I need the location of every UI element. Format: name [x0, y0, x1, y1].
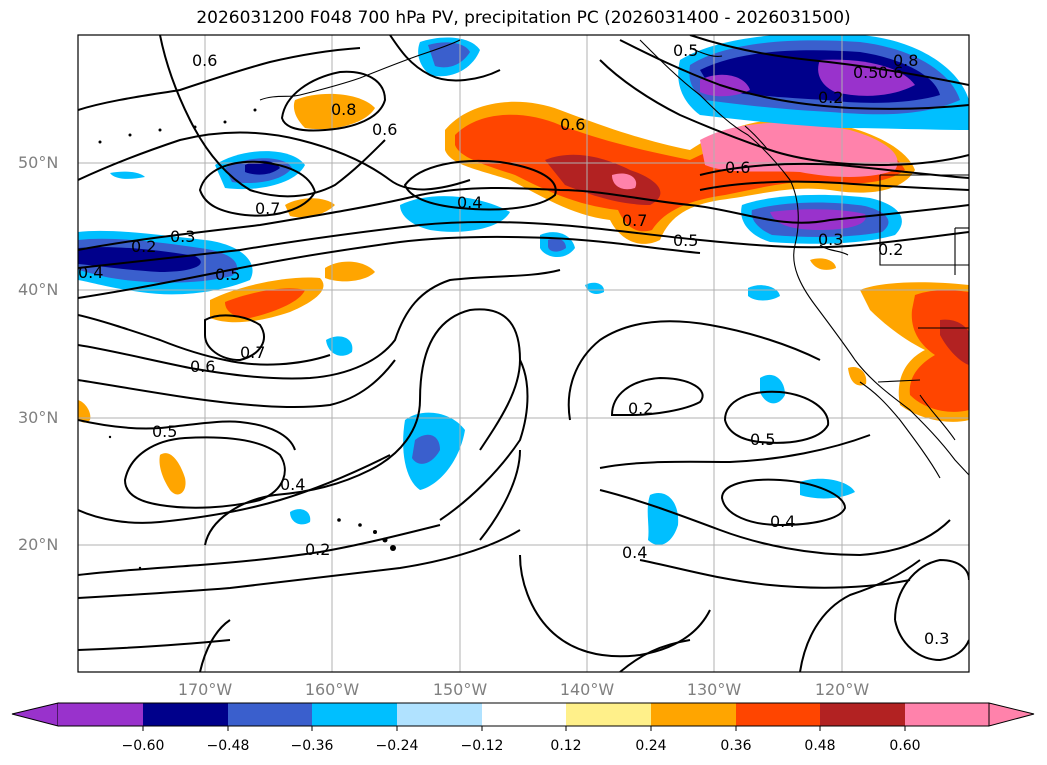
contour-label: 0.6 — [878, 63, 903, 82]
contour-label: 0.5 — [673, 41, 698, 60]
colorbar-tick-label: 0.12 — [550, 738, 582, 754]
contour-label: 0.7 — [240, 343, 265, 362]
precip-core-darkred — [545, 154, 661, 205]
contour-label: 0.3 — [818, 230, 843, 249]
contour-label: 0.2 — [818, 88, 843, 107]
contour-label: 0.2 — [305, 540, 330, 559]
lon-label-140w: 140°W — [559, 680, 615, 699]
contour-label: 0.6 — [192, 51, 217, 70]
contour-label: 0.5 — [215, 265, 240, 284]
colorbar-tick-label: −0.36 — [290, 738, 334, 754]
lat-label-20n: 20°N — [18, 535, 59, 554]
contour-label: 0.3 — [924, 629, 949, 648]
pv-contours — [78, 35, 969, 672]
contour-label: 0.4 — [280, 475, 305, 494]
colorbar-tick-label: 0.48 — [804, 738, 836, 754]
map-area: 0.6 0.8 0.6 0.7 0.4 0.2 0.3 0.5 0.4 0.6 … — [78, 15, 969, 672]
contour-label: 0.4 — [457, 193, 482, 212]
contour-label: 0.6 — [372, 120, 397, 139]
lon-label-120w: 120°W — [814, 680, 870, 699]
contour-label: 0.7 — [255, 199, 280, 218]
colorbar-tick-label: −0.48 — [206, 738, 250, 754]
contour-label: 0.2 — [878, 240, 903, 259]
contour-label: 0.5 — [750, 430, 775, 449]
contour-label: 0.4 — [770, 512, 795, 531]
precip-pink-small — [612, 173, 637, 190]
contour-label: 0.4 — [622, 543, 647, 562]
colorbar-tick-label: −0.12 — [460, 738, 504, 754]
contour-label: 0.5 — [853, 63, 878, 82]
contour-label: 0.5 — [152, 422, 177, 441]
contour-label: 0.6 — [725, 158, 750, 177]
contour-label: 0.5 — [673, 231, 698, 250]
colorbar-tick-label: −0.60 — [121, 738, 165, 754]
lat-label-30n: 30°N — [18, 408, 59, 427]
colorbar-tick-label: −0.24 — [375, 738, 419, 754]
lon-label-130w: 130°W — [686, 680, 742, 699]
contour-label: 0.8 — [893, 51, 918, 70]
colorbar-tick-label: 0.60 — [889, 738, 921, 754]
lon-label-160w: 160°W — [304, 680, 360, 699]
contour-label: 0.4 — [465, 15, 490, 34]
contour-label: 0.6 — [190, 357, 215, 376]
colorbar-tick-label: 0.24 — [635, 738, 667, 754]
map-border — [77, 34, 970, 673]
colorbar — [11, 702, 1035, 731]
contour-labels: 0.6 0.8 0.6 0.7 0.4 0.2 0.3 0.5 0.4 0.6 … — [78, 15, 949, 648]
contour-label: 0.8 — [331, 100, 356, 119]
contour-label: 0.4 — [78, 263, 103, 282]
contour-label: 0.6 — [560, 115, 585, 134]
contour-label: 0.2 — [131, 237, 156, 256]
contour-label: 0.2 — [628, 399, 653, 418]
coastlines — [259, 39, 969, 479]
map-title: 2026031200 F048 700 hPa PV, precipitatio… — [196, 8, 851, 28]
contour-label: 0.7 — [622, 211, 647, 230]
colorbar-tick-label: 0.36 — [720, 738, 752, 754]
lat-label-40n: 40°N — [18, 280, 59, 299]
lon-label-170w: 170°W — [177, 680, 233, 699]
lat-label-50n: 50°N — [18, 153, 59, 172]
lon-label-150w: 150°W — [432, 680, 488, 699]
contour-label: 0.3 — [170, 227, 195, 246]
